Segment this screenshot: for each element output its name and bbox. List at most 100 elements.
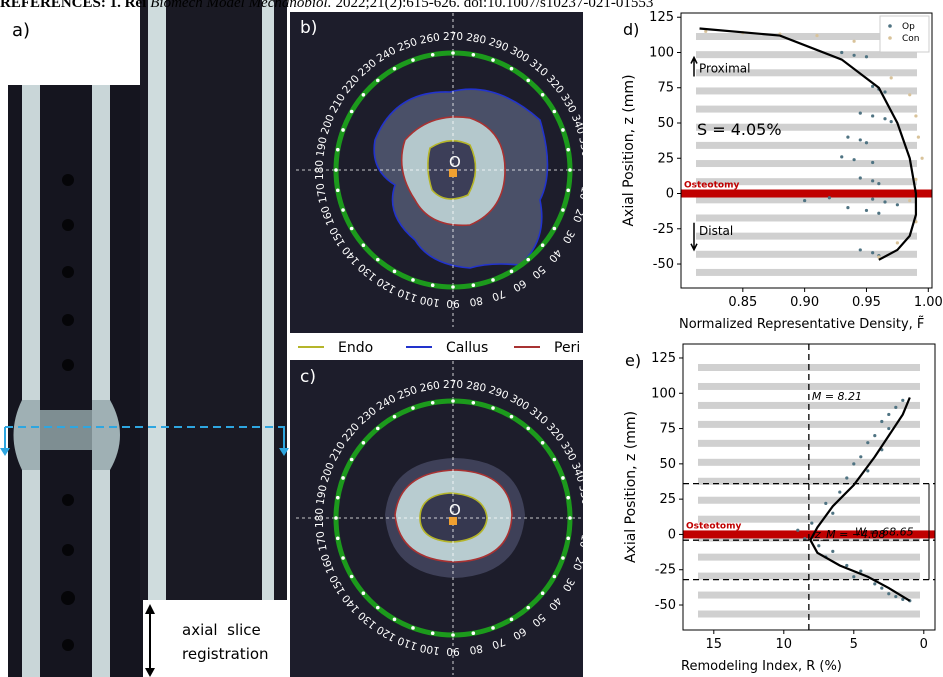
panel-label: c) [300, 367, 316, 387]
charts: OsteotomyProximalDistalS = 4.05%-50-2502… [621, 10, 943, 674]
panel-a-image [0, 0, 290, 677]
angle-dot [491, 278, 495, 282]
angle-label: 10 [577, 185, 591, 200]
data-point [840, 51, 843, 54]
angle-dot [472, 283, 476, 287]
angle-dot [510, 270, 514, 274]
data-point [831, 550, 834, 553]
angle-dot [553, 575, 557, 579]
angle-label: 180 [314, 160, 326, 180]
data-point [803, 199, 806, 202]
data-point [914, 178, 917, 181]
data-point [838, 490, 841, 493]
data-point [921, 157, 924, 160]
y-tick-label: -50 [653, 257, 674, 272]
data-point [890, 76, 893, 79]
angle-dot [362, 591, 366, 595]
data-point [824, 502, 827, 505]
data-point [859, 455, 862, 458]
angle-dot [541, 591, 545, 595]
angle-dot [350, 227, 354, 231]
data-point [853, 40, 856, 43]
angle-label: 80 [468, 642, 483, 656]
data-point [852, 575, 855, 578]
data-point [896, 241, 899, 244]
legend-label: Callus [446, 340, 488, 356]
angle-dot [362, 243, 366, 247]
panel-label: e) [625, 351, 641, 370]
data-point [873, 582, 876, 585]
angle-dot [411, 58, 415, 62]
data-point [853, 54, 856, 57]
center-label: O [449, 153, 461, 171]
angle-label: 90 [446, 297, 459, 309]
panel-b: 0102030405060708090100110120130140150160… [290, 12, 610, 333]
data-point [796, 529, 799, 532]
x-tick-label: 10 [776, 637, 793, 652]
angle-dot [541, 243, 545, 247]
y-tick-label: 25 [657, 151, 674, 166]
data-point [871, 198, 874, 201]
y-axis-title: Axial Position, z (mm) [623, 411, 639, 563]
angle-dot [568, 168, 572, 172]
angle-dot [566, 189, 570, 193]
data-point [871, 251, 874, 254]
angle-dot [431, 283, 435, 287]
reference: REFERENCES: 1. ReiBiomech Model Mechanob… [0, 0, 653, 11]
data-point [894, 595, 897, 598]
legend-marker [888, 24, 892, 28]
angle-dot [541, 93, 545, 97]
x-tick-label: 0 [920, 637, 928, 652]
angle-dot [566, 496, 570, 500]
y-tick-label: 75 [659, 422, 676, 437]
angle-label: 270 [443, 31, 463, 43]
x-tick-label: 0.90 [790, 295, 819, 310]
angle-dot [451, 51, 455, 55]
angle-dot [472, 401, 476, 405]
osteotomy-band [681, 190, 932, 198]
data-point [908, 199, 911, 202]
angle-dot [526, 606, 530, 610]
data-point [883, 117, 886, 120]
angle-dot [350, 575, 354, 579]
data-point [883, 200, 886, 203]
data-point [914, 114, 917, 117]
angle-dot [362, 441, 366, 445]
y-tick-label: -50 [655, 598, 676, 613]
x-tick-label: 0.95 [852, 295, 881, 310]
angle-dot [393, 270, 397, 274]
angle-dot [451, 633, 455, 637]
angle-dot [431, 53, 435, 57]
data-point [877, 182, 880, 185]
angle-label: 0 [580, 167, 592, 174]
angle-dot [411, 626, 415, 630]
data-point [831, 512, 834, 515]
data-point [887, 592, 890, 595]
slice-stripe [696, 214, 917, 221]
angle-dot [451, 399, 455, 403]
slice-stripe [696, 269, 917, 276]
y-tick-label: -25 [655, 563, 676, 578]
annotation: Distal [699, 224, 733, 238]
y-tick-label: 25 [659, 492, 676, 507]
legend-label: Peri [554, 340, 580, 356]
width-label: W = 68.65 [855, 526, 914, 539]
angle-dot [376, 427, 380, 431]
reference-citation: 2022;21(2):615-626. doi:10.1007/s10237-0… [335, 0, 653, 11]
angle-dot [336, 189, 340, 193]
mean-label: M = 8.21 [812, 390, 862, 403]
data-point [865, 141, 868, 144]
x-tick-label: 1.00 [914, 295, 943, 310]
figure: a) axial slice registration REFERENCES: … [0, 0, 943, 677]
panel-label: b) [300, 18, 317, 38]
osteotomy-label: Osteotomy [686, 521, 741, 531]
data-point [871, 114, 874, 117]
angle-dot [336, 496, 340, 500]
angle-dot [431, 631, 435, 635]
angle-dot [491, 406, 495, 410]
data-point [846, 206, 849, 209]
angle-dot [568, 516, 572, 520]
angle-dot [541, 441, 545, 445]
y-tick-label: 125 [649, 10, 674, 25]
legend-label: Op [902, 22, 915, 32]
